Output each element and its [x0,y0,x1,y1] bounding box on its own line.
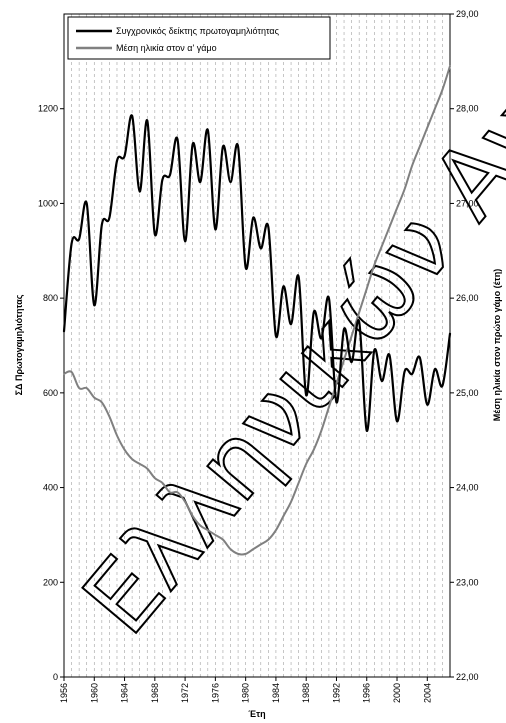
legend-entry-2: Μέση ηλικία στον α' γάμο [116,43,217,53]
right-tick-label: 22,00 [456,672,479,682]
right-tick-label: 26,00 [456,293,479,303]
left-tick-label: 800 [43,293,58,303]
series-layer [62,65,452,556]
right-tick-label: 27,00 [456,198,479,208]
x-tick-label: 1964 [120,683,130,703]
legend-box [67,16,331,60]
legend-entry-1: Συγχρονικός δείκτης πρωτογαμηλιότητας [116,26,280,36]
x-tick-label: 1996 [362,683,372,703]
right-tick-label: 25,00 [456,388,479,398]
left-tick-label: 1200 [38,104,58,114]
x-axis: 1956 1960 1964 1968 1972 1976 1980 1984 1988 1992… [59,677,432,703]
x-tick-label: 1960 [89,683,99,703]
x-tick-label: 1968 [150,683,160,703]
x-tick-label: 2004 [422,683,432,703]
series-line-mean-age [63,65,451,556]
x-tick-label: 1980 [241,683,251,703]
series-line-first-marriage-index [62,114,452,432]
x-tick-label: 1976 [210,683,220,703]
left-tick-label: 600 [43,388,58,398]
x-tick-label: 1956 [59,683,69,703]
left-tick-label: 1000 [38,198,58,208]
y-axis-left-title: ΣΔ Πρωτογαμηλιότητας [14,294,24,395]
right-tick-label: 24,00 [456,483,479,493]
x-tick-label: 1988 [301,683,311,703]
x-tick-label: 1992 [331,683,341,703]
y-axis-right-title: Μέση ηλικία στον πρώτο γάμο (έτη) [492,269,502,421]
left-axis: 0 200 400 600 800 1000 1200 [38,104,64,682]
right-tick-label: 23,00 [456,577,479,587]
right-tick-label: 28,00 [456,104,479,114]
x-axis-title: Έτη [248,709,265,719]
right-axis: 22,00 23,00 24,00 25,00 26,00 27,00 28,00 29,00 [450,9,479,682]
x-tick-label: 1984 [271,683,281,703]
legend: Συγχρονικός δείκτης πρωτογαμηλιότητας Μέ… [67,16,331,60]
x-tick-label: 1972 [180,683,190,703]
right-tick-label: 29,00 [456,9,479,19]
plot-area [63,13,451,678]
x-tick-label: 2000 [392,683,402,703]
left-tick-label: 0 [53,672,58,682]
left-tick-label: 400 [43,483,58,493]
left-tick-label: 200 [43,577,58,587]
